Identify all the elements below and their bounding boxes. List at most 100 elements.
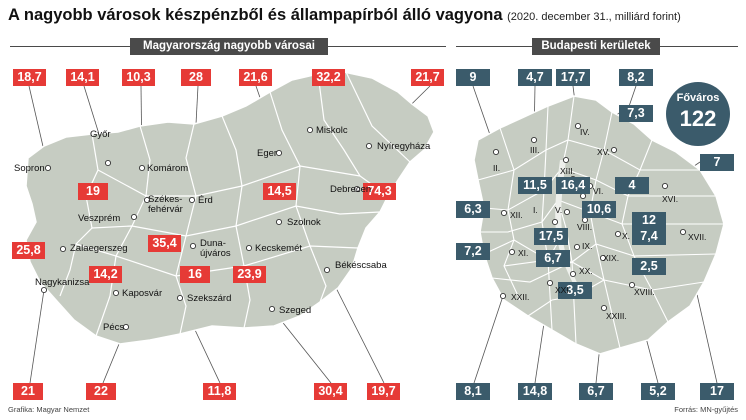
city-dot-erd bbox=[188, 196, 196, 204]
city-dot-szolnok bbox=[275, 218, 283, 226]
value-label-szekszard: 11,8 bbox=[203, 383, 236, 400]
district-dot-xix bbox=[599, 254, 607, 262]
district-dot-xvi bbox=[661, 182, 669, 190]
value-label-sopron: 18,7 bbox=[13, 69, 46, 86]
fovaros-badge: Főváros 122 bbox=[666, 82, 730, 146]
district-value-ix: 6,7 bbox=[536, 250, 570, 267]
hungary-outline bbox=[25, 71, 435, 345]
district-leader-xxii bbox=[473, 295, 504, 384]
district-name-xxiii: XXIII. bbox=[606, 311, 627, 321]
city-dot-komarom bbox=[138, 164, 146, 172]
district-dot-xx bbox=[569, 270, 577, 278]
district-value-xviii: 5,2 bbox=[641, 383, 675, 400]
district-dot-xxii bbox=[499, 292, 507, 300]
district-dot-i bbox=[551, 218, 559, 226]
district-value-xx: 3,5 bbox=[558, 282, 592, 299]
district-value-xix: 2,5 bbox=[632, 258, 666, 275]
value-label-pecs: 22 bbox=[86, 383, 116, 400]
city-dot-veszprem bbox=[130, 213, 138, 221]
county-border-9 bbox=[345, 71, 411, 163]
city-dot-kaposvar bbox=[112, 289, 120, 297]
district-value-iii: 4,7 bbox=[518, 69, 552, 86]
district-dot-ii bbox=[492, 148, 500, 156]
value-label-erd: 28 bbox=[181, 69, 211, 86]
county-border-8 bbox=[75, 243, 359, 277]
district-border-5 bbox=[477, 139, 700, 181]
district-name-xix: XIX. bbox=[603, 253, 620, 263]
city-dot-szekszard bbox=[176, 294, 184, 302]
value-label-debrecen: 74,3 bbox=[363, 183, 396, 200]
district-dot-x bbox=[614, 230, 622, 238]
district-name-x: X. bbox=[622, 231, 631, 241]
district-dot-v bbox=[563, 208, 571, 216]
credit: Grafika: Magyar Nemzet bbox=[8, 405, 90, 414]
value-label-komarom: 10,3 bbox=[122, 69, 155, 86]
district-dot-xxi bbox=[546, 279, 554, 287]
district-name-xi: XI. bbox=[518, 248, 529, 258]
value-label-nyiregyhaza: 21,7 bbox=[411, 69, 444, 86]
city-name-szekszard: Szekszárd bbox=[187, 293, 232, 304]
district-value-xiii: 7,3 bbox=[619, 105, 653, 122]
value-label-szolnok: 14,5 bbox=[263, 183, 296, 200]
city-dot-szekes-fehervar bbox=[143, 196, 151, 204]
city-name-veszprem: Veszprém bbox=[78, 213, 121, 224]
city-name-duna-ujvaros: Duna- újváros bbox=[200, 238, 231, 259]
district-value-xxiii: 6,7 bbox=[579, 383, 613, 400]
district-name-viii: VIII. bbox=[577, 222, 593, 232]
left-header: Magyarország nagyobb városai bbox=[130, 38, 328, 55]
district-dot-xxiii bbox=[600, 304, 608, 312]
city-dot-bekescsaba bbox=[323, 266, 331, 274]
city-name-erd: Érd bbox=[198, 195, 213, 206]
district-value-x: 7,4 bbox=[632, 228, 666, 245]
district-value-xv: 8,2 bbox=[619, 69, 653, 86]
district-name-xv: XV. bbox=[597, 147, 610, 157]
value-label-gyor: 14,1 bbox=[66, 69, 99, 86]
city-name-sopron: Sopron bbox=[14, 163, 45, 174]
district-border-10 bbox=[491, 261, 705, 291]
district-name-ii: II. bbox=[493, 163, 501, 173]
city-dot-nagykanizsa bbox=[40, 286, 48, 294]
city-name-pecs: Pécs bbox=[103, 322, 125, 333]
city-name-nyiregyhaza: Nyíregyháza bbox=[377, 141, 431, 152]
value-label-szekes-fehervar: 19 bbox=[78, 183, 108, 200]
value-label-kecskemet: 23,9 bbox=[233, 266, 266, 283]
district-dot-xv bbox=[610, 146, 618, 154]
source: Forrás: MN-gyűjtés bbox=[674, 405, 738, 414]
district-value-xxi: 14,8 bbox=[518, 383, 552, 400]
city-dot-szeged bbox=[268, 305, 276, 313]
district-value-iv: 17,7 bbox=[556, 69, 590, 86]
district-value-vii: 4 bbox=[615, 177, 649, 194]
county-border-7 bbox=[91, 205, 381, 237]
city-name-kaposvar: Kaposvár bbox=[122, 288, 163, 299]
city-name-nagykanizsa: Nagykanizsa bbox=[35, 277, 90, 288]
city-name-szekes-fehervar: Székes- fehérvár bbox=[148, 194, 183, 215]
city-name-szolnok: Szolnok bbox=[287, 217, 321, 228]
district-name-xii: XII. bbox=[510, 210, 523, 220]
district-value-xi: 7,2 bbox=[456, 243, 490, 260]
city-name-debrecen: Debrecen bbox=[330, 184, 372, 195]
fovaros-value: 122 bbox=[679, 106, 717, 131]
district-name-vi: VI. bbox=[593, 186, 604, 196]
city-name-gyor: Győr bbox=[90, 129, 111, 140]
district-value-ii: 9 bbox=[456, 69, 490, 86]
district-value-xvii: 17 bbox=[700, 383, 734, 400]
city-dot-nyiregyhaza bbox=[365, 142, 373, 150]
value-label-duna-ujvaros: 16 bbox=[180, 266, 210, 283]
city-name-kecskemet: Kecskemét bbox=[255, 243, 302, 254]
district-name-xvii: XVII. bbox=[688, 232, 707, 242]
city-dot-pecs bbox=[122, 323, 130, 331]
district-name-xx: XX. bbox=[579, 266, 593, 276]
value-label-nagykanizsa: 21 bbox=[13, 383, 43, 400]
value-label-kaposvar: 14,2 bbox=[89, 266, 122, 283]
district-name-xxii: XXII. bbox=[511, 292, 530, 302]
right-header: Budapesti kerületek bbox=[532, 38, 660, 55]
district-value-xxii: 8,1 bbox=[456, 383, 490, 400]
city-name-zalaegerszeg: Zalaegerszeg bbox=[70, 243, 128, 254]
city-dot-sopron bbox=[44, 164, 52, 172]
district-name-xxi: XXI. bbox=[555, 285, 572, 295]
city-dot-zalaegerszeg bbox=[59, 245, 67, 253]
leader-nagykanizsa bbox=[29, 289, 45, 384]
district-name-xvi: XVI. bbox=[662, 194, 679, 204]
city-dot-miskolc bbox=[306, 126, 314, 134]
